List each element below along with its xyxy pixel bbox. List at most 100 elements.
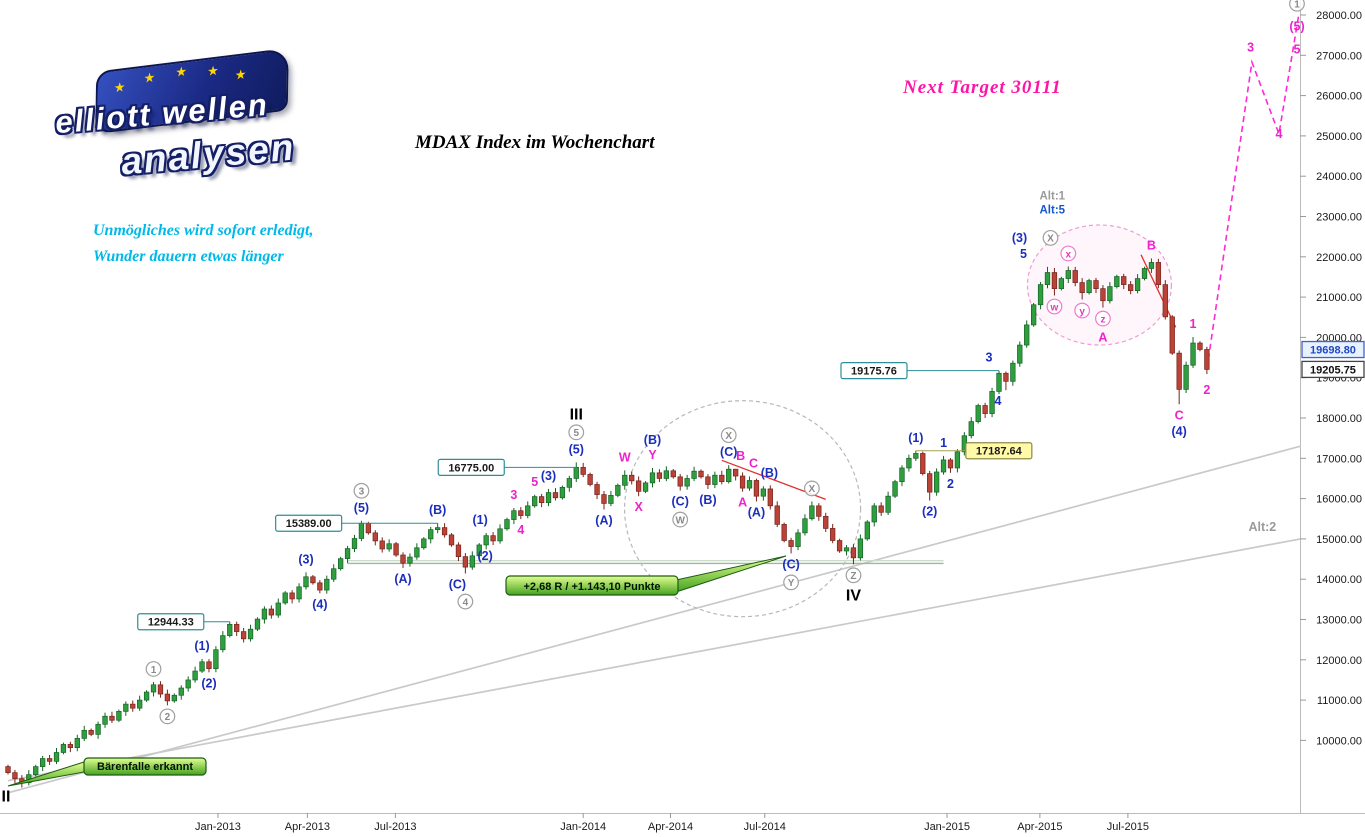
svg-text:Bärenfalle erkannt: Bärenfalle erkannt xyxy=(97,761,193,773)
green-callouts: Bärenfalle erkannt +2,68 R / +1.143,10 Pu… xyxy=(7,555,787,787)
motto-text: Unmögliches wird sofort erledigt, Wunder… xyxy=(93,218,313,271)
svg-text:12000.00: 12000.00 xyxy=(1316,655,1362,667)
svg-text:y: y xyxy=(1079,306,1085,317)
svg-text:19698.80: 19698.80 xyxy=(1310,345,1356,357)
svg-text:1: 1 xyxy=(940,436,947,450)
svg-text:X: X xyxy=(809,484,816,495)
svg-text:(C): (C) xyxy=(782,557,799,571)
svg-text:Jul-2015: Jul-2015 xyxy=(1107,821,1149,833)
support-zone xyxy=(347,559,944,565)
svg-text:21000.00: 21000.00 xyxy=(1316,292,1362,304)
current-price-tags: 19698.80 19205.75 xyxy=(1301,340,1365,379)
svg-text:11000.00: 11000.00 xyxy=(1317,695,1362,707)
svg-text:14000.00: 14000.00 xyxy=(1316,574,1362,586)
svg-text:(B): (B) xyxy=(644,433,661,447)
svg-text:3: 3 xyxy=(510,488,517,502)
svg-text:16775.00: 16775.00 xyxy=(448,462,494,474)
svg-text:16000.00: 16000.00 xyxy=(1316,494,1362,506)
svg-text:4: 4 xyxy=(994,394,1001,408)
svg-text:Jul-2014: Jul-2014 xyxy=(744,821,786,833)
svg-text:4: 4 xyxy=(1275,127,1282,141)
svg-text:Jan-2013: Jan-2013 xyxy=(195,821,241,833)
svg-text:(1): (1) xyxy=(194,639,209,653)
projection-line xyxy=(1206,12,1300,370)
level-callouts: 12944.33 15389.00 16775.00 19175.76 17187.64 xyxy=(137,362,1033,631)
svg-text:3: 3 xyxy=(359,487,365,498)
svg-text:(2): (2) xyxy=(201,676,216,690)
svg-text:(3): (3) xyxy=(541,469,556,483)
svg-text:2: 2 xyxy=(1203,383,1210,397)
svg-text:B: B xyxy=(1147,238,1156,252)
svg-text:(B): (B) xyxy=(429,503,446,517)
svg-text:(2): (2) xyxy=(922,505,937,519)
svg-text:5: 5 xyxy=(531,475,538,489)
svg-text:2: 2 xyxy=(165,712,171,723)
svg-text:(A): (A) xyxy=(748,505,765,519)
svg-text:26000.00: 26000.00 xyxy=(1316,91,1362,103)
svg-text:(4): (4) xyxy=(312,597,327,611)
svg-text:A: A xyxy=(1098,331,1107,345)
svg-text:W: W xyxy=(675,515,685,526)
svg-text:(B): (B) xyxy=(761,466,778,480)
svg-text:C: C xyxy=(749,456,758,470)
svg-text:3: 3 xyxy=(986,351,993,365)
svg-text:(B): (B) xyxy=(699,493,716,507)
svg-text:(5): (5) xyxy=(354,501,369,515)
axis-labels: 28000.00 27000.00 26000.00 25000.00 24000.00… xyxy=(195,10,1362,833)
svg-text:Alt:1: Alt:1 xyxy=(1040,190,1066,202)
svg-text:A: A xyxy=(738,496,747,510)
svg-text:1: 1 xyxy=(1190,317,1197,331)
wave-labels: II12(1)(2)(3)(4)3(5)(A)(B)(C)4(1)(2)345(… xyxy=(2,0,1305,805)
svg-text:X: X xyxy=(725,431,732,442)
svg-text:5: 5 xyxy=(1294,42,1301,56)
svg-text:Apr-2015: Apr-2015 xyxy=(1017,821,1062,833)
svg-text:x: x xyxy=(1066,249,1072,260)
svg-text:1: 1 xyxy=(1294,0,1300,11)
motto-line2: Wunder dauern etwas länger xyxy=(93,248,284,266)
chart-title: MDAX Index im Wochenchart xyxy=(415,132,655,153)
svg-text:Y: Y xyxy=(788,578,795,589)
svg-text:(5): (5) xyxy=(569,442,584,456)
svg-text:19175.76: 19175.76 xyxy=(851,366,897,378)
svg-text:IV: IV xyxy=(846,587,861,604)
svg-text:+2,68 R / +1.143,10 Punkte: +2,68 R / +1.143,10 Punkte xyxy=(524,581,661,593)
svg-text:(3): (3) xyxy=(1012,231,1027,245)
svg-text:w: w xyxy=(1050,302,1059,313)
svg-text:(3): (3) xyxy=(298,552,313,566)
svg-text:Apr-2014: Apr-2014 xyxy=(648,821,693,833)
svg-text:1: 1 xyxy=(151,665,157,676)
svg-text:Jul-2013: Jul-2013 xyxy=(374,821,416,833)
svg-text:2: 2 xyxy=(947,477,954,491)
svg-text:19205.75: 19205.75 xyxy=(1310,364,1356,376)
svg-text:(A): (A) xyxy=(595,513,612,527)
svg-text:3: 3 xyxy=(1247,40,1254,54)
svg-text:15389.00: 15389.00 xyxy=(286,518,332,530)
svg-text:17000.00: 17000.00 xyxy=(1316,453,1362,465)
svg-text:4: 4 xyxy=(517,523,524,537)
svg-text:24000.00: 24000.00 xyxy=(1316,171,1362,183)
svg-text:25000.00: 25000.00 xyxy=(1316,131,1362,143)
svg-text:(2): (2) xyxy=(477,549,492,563)
next-target-label: Next Target 30111 xyxy=(903,77,1062,98)
svg-text:Alt:2: Alt:2 xyxy=(1248,520,1276,534)
svg-text:(C): (C) xyxy=(720,445,737,459)
svg-text:28000.00: 28000.00 xyxy=(1316,10,1362,22)
svg-text:W: W xyxy=(619,450,631,464)
svg-text:27000.00: 27000.00 xyxy=(1316,50,1362,62)
svg-text:Y: Y xyxy=(648,448,657,462)
svg-text:22000.00: 22000.00 xyxy=(1316,252,1362,264)
svg-text:4: 4 xyxy=(463,597,469,608)
svg-text:X: X xyxy=(634,500,643,514)
svg-text:Z: Z xyxy=(850,571,856,582)
svg-text:5: 5 xyxy=(573,428,579,439)
svg-text:15000.00: 15000.00 xyxy=(1316,534,1362,546)
motto-line1: Unmögliches wird sofort erledigt, xyxy=(93,222,314,239)
svg-text:Alt:5: Alt:5 xyxy=(1040,204,1066,216)
svg-text:17187.64: 17187.64 xyxy=(976,446,1023,458)
svg-text:13000.00: 13000.00 xyxy=(1316,615,1362,627)
svg-text:z: z xyxy=(1100,314,1105,325)
trendlines xyxy=(7,445,1301,794)
svg-text:5: 5 xyxy=(1020,247,1027,261)
